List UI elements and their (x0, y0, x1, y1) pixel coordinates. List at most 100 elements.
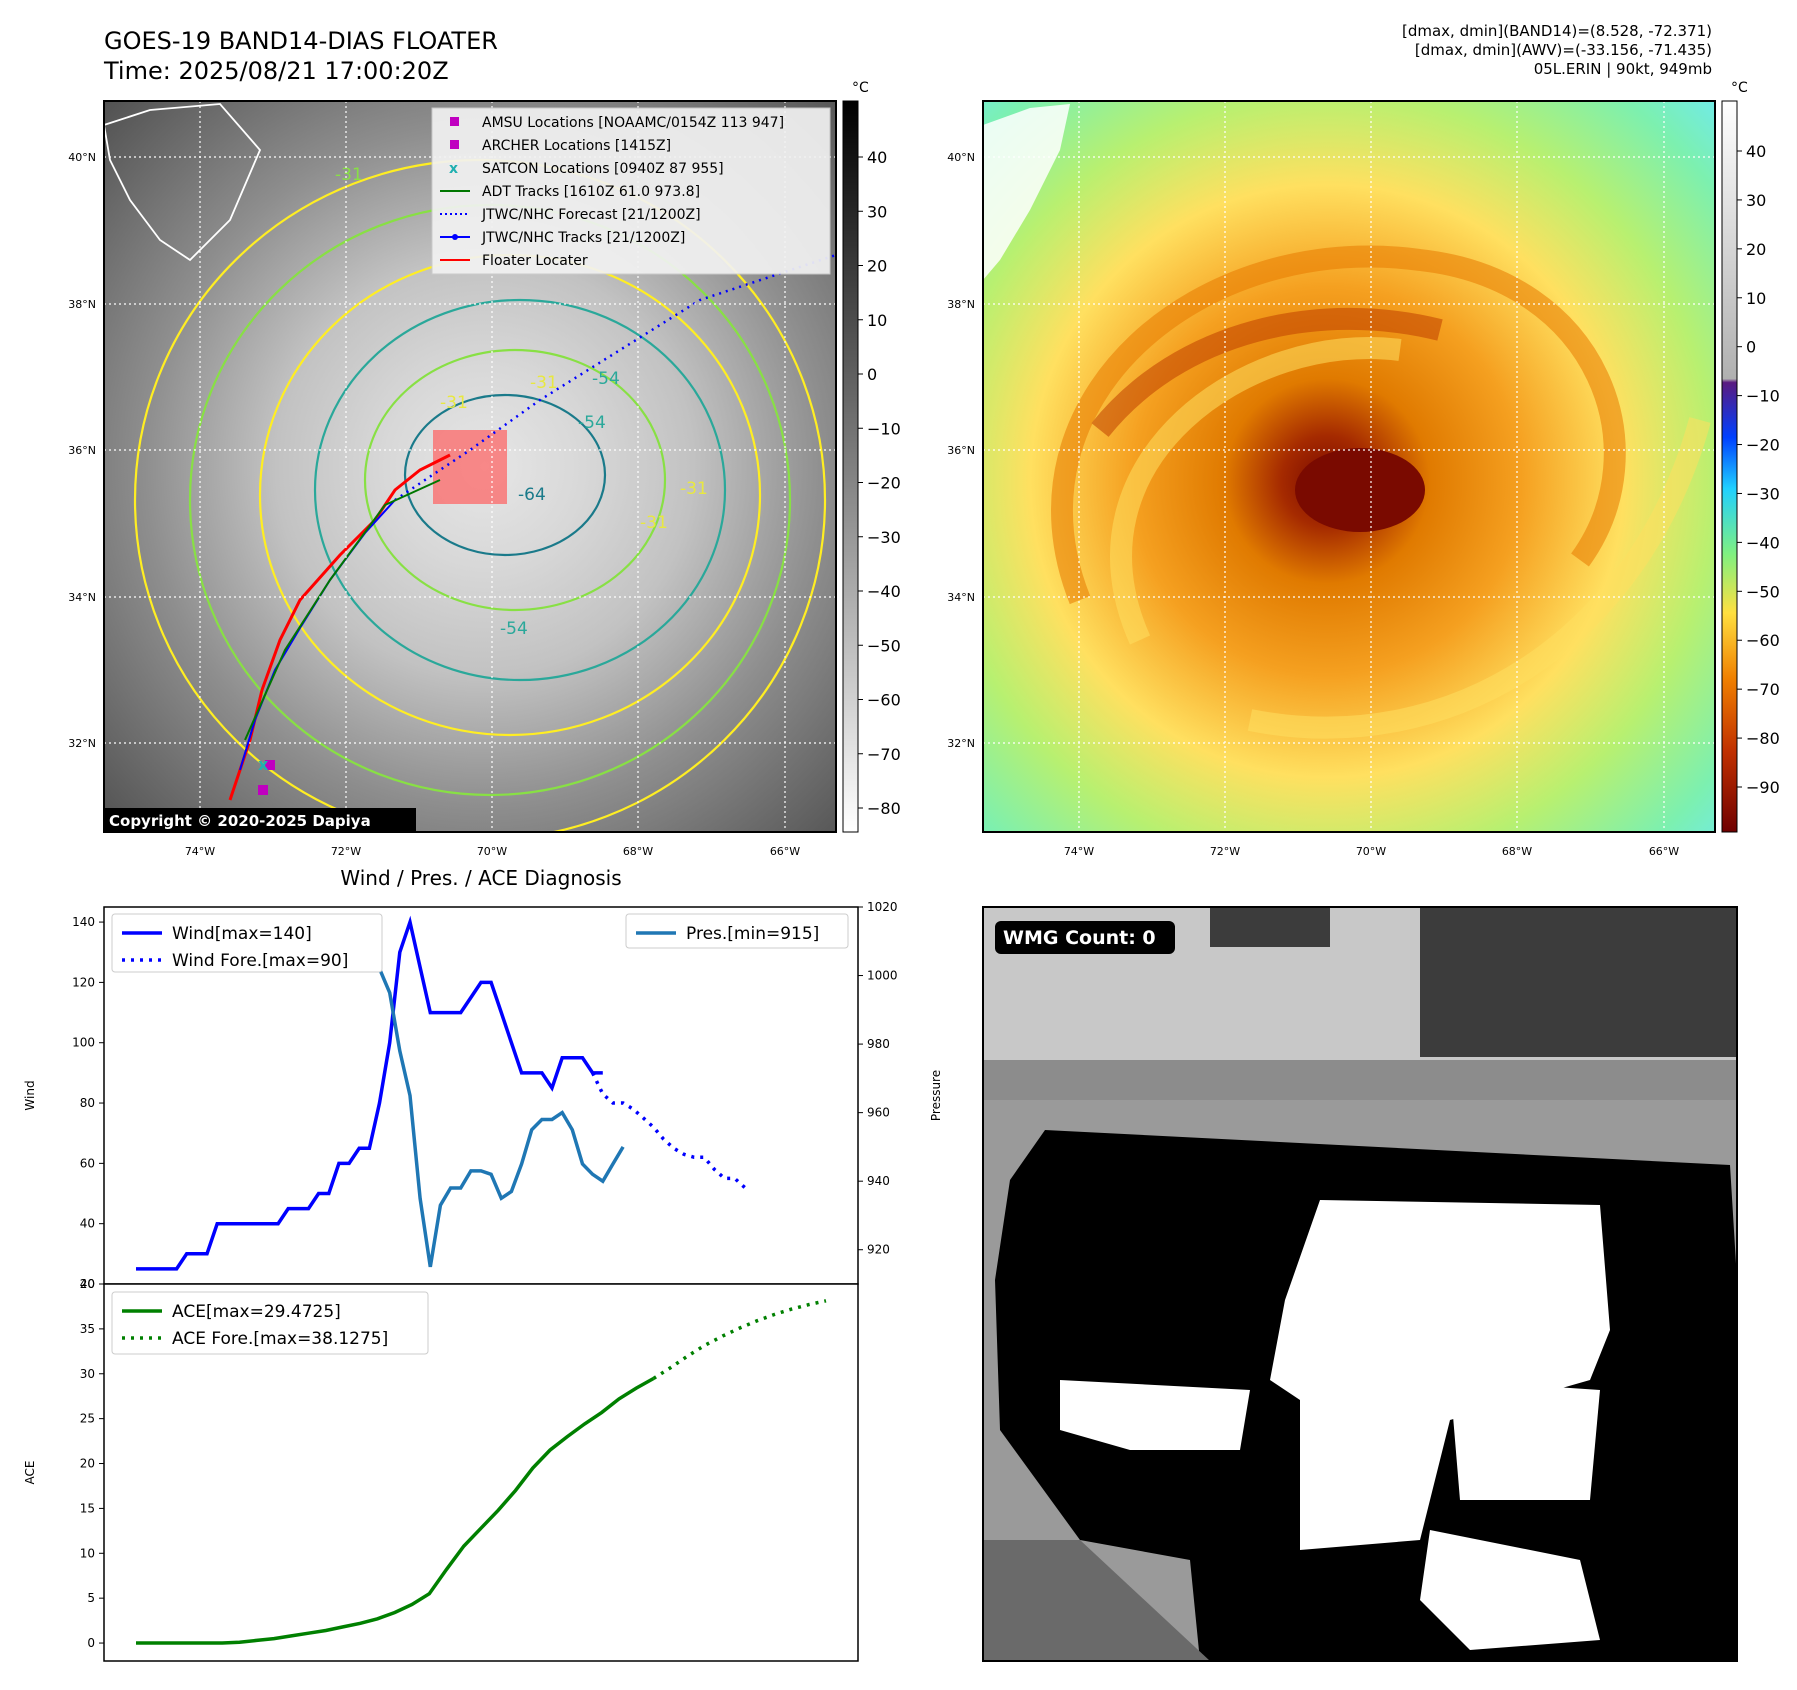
colorbar-tick-label: −70 (1746, 680, 1780, 699)
legend-entry: JTWC/NHC Tracks [21/1200Z] (481, 230, 685, 246)
wv-coastline (983, 104, 1070, 280)
diagnosis-title: Wind / Pres. / ACE Diagnosis (340, 866, 621, 890)
legend-entry: ARCHER Locations [1415Z] (482, 138, 671, 154)
y-axis-label: Wind (23, 1080, 37, 1110)
chart-legend-box (111, 913, 383, 973)
colorbar-tick-label: −10 (867, 419, 901, 438)
lat-tick-label: 40°N (68, 151, 96, 164)
lon-tick-label: 68°W (1502, 845, 1532, 858)
y-right-tick-label: 980 (867, 1037, 890, 1051)
stats-band14: [dmax, dmin](BAND14)=(8.528, -72.371) (1401, 22, 1712, 40)
colorbar-unit: °C (1731, 80, 1748, 96)
ace-chart: 0 5 10 15 20 25 30 35 40 ACE ACE[max=29.4725] ACE F… (23, 1277, 859, 1662)
wind-pressure-chart: 2040608010012014092094096098010001020Win… (23, 900, 943, 1291)
lon-tick-label: 66°W (770, 845, 800, 858)
chart-legend-box (111, 1291, 429, 1355)
lon-tick-label: 70°W (1356, 845, 1386, 858)
y-right-tick-label: 1000 (867, 969, 898, 983)
series-line (591, 1072, 746, 1189)
colorbar-tick-label: −20 (867, 474, 901, 493)
legend-marker (450, 117, 459, 126)
contour-teal-mid (313, 298, 727, 682)
lat-tick-label: 40°N (947, 151, 975, 164)
y-tick-label: 30 (80, 1367, 95, 1381)
colorbar-tick-label: −10 (1746, 387, 1780, 406)
lat-tick-label: 36°N (947, 444, 975, 457)
colorbar-tick-label: 0 (1746, 338, 1756, 357)
y-tick-label: 40 (80, 1217, 95, 1231)
colorbar-tick-label: 0 (867, 365, 877, 384)
contour-label: -64 (518, 485, 546, 505)
y-right-tick-label: 940 (867, 1174, 890, 1188)
lon-tick-label: 70°W (477, 845, 507, 858)
floater-box (433, 430, 507, 504)
contour-label: -54 (500, 619, 528, 639)
wmg-panel: WMG Count: 0 (982, 906, 1738, 1662)
contour-label: -54 (578, 413, 606, 433)
y-tick-label: 60 (80, 1156, 95, 1170)
y-axis-label: ACE (23, 1461, 37, 1485)
copyright: Copyright © 2020-2025 Dapiya (109, 812, 371, 830)
wv-eye-region (1295, 448, 1425, 532)
map-legend: AMSU Locations [NOAAMC/0154Z 113 947] ARC… (431, 107, 831, 275)
colorbar-tick-label: −20 (1746, 436, 1780, 455)
colorbar-tick-label: −40 (1746, 533, 1780, 552)
y-right-tick-label: 960 (867, 1106, 890, 1120)
y-tick-label: 100 (72, 1036, 95, 1050)
legend-entry: Floater Locater (482, 253, 588, 269)
y-tick-label: 40 (80, 1277, 95, 1291)
colorbar-tick-label: −60 (867, 691, 901, 710)
colorbar-tick-label: −30 (1746, 484, 1780, 503)
lon-tick-label: 72°W (1210, 845, 1240, 858)
lat-tick-label: 36°N (68, 444, 96, 457)
colorbar-tick-label: −80 (1746, 729, 1780, 748)
y-tick-label: 20 (80, 1457, 95, 1471)
y-tick-label: 25 (80, 1412, 95, 1426)
figure-title: GOES-19 BAND14-DIAS FLOATER (104, 27, 498, 55)
lon-tick-label: 74°W (1064, 845, 1094, 858)
contour-label: -31 (335, 165, 363, 185)
contour-label: -54 (592, 369, 620, 389)
y-tick-label: 5 (87, 1591, 95, 1605)
amsu-location (265, 760, 275, 770)
coastline (104, 103, 262, 262)
chart-legend-entry: ACE[max=29.4725] (172, 1302, 341, 1322)
chart-legend-entry: Pres.[min=915] (686, 924, 819, 944)
legend-marker: x (449, 161, 458, 177)
track-overlays: x (228, 253, 836, 801)
colorbar-tick-label: 20 (867, 257, 887, 276)
lat-tick-label: 38°N (947, 298, 975, 311)
y-tick-label: 0 (87, 1636, 95, 1650)
colorbar-tick-label: −80 (867, 799, 901, 818)
y-tick-label: 20 (80, 1277, 95, 1291)
colorbar-unit: °C (852, 80, 869, 96)
y-tick-label: 80 (80, 1096, 95, 1110)
y-right-tick-label: 1020 (867, 900, 898, 914)
legend-marker (450, 140, 459, 149)
colorbar-tick-label: −30 (867, 528, 901, 547)
colorbar-tick-label: −90 (1746, 778, 1780, 797)
chart-legend-entry: Wind Fore.[max=90] (172, 951, 348, 971)
colorbar-tick-label: 20 (1746, 240, 1766, 259)
colorbar-tick-label: 10 (1746, 289, 1766, 308)
contour-label: -31 (640, 513, 668, 533)
lat-tick-label: 32°N (947, 737, 975, 750)
chart-legend-entry: Wind[max=140] (172, 924, 312, 944)
series-line (652, 1299, 827, 1380)
lon-tick-label: 68°W (623, 845, 653, 858)
wmg-count-label: WMG Count: 0 (1003, 927, 1156, 949)
colorbar-tick-label: −50 (867, 636, 901, 655)
colorbar-tick-label: −50 (1746, 582, 1780, 601)
satcon-location: x (258, 755, 269, 774)
lat-tick-label: 34°N (947, 591, 975, 604)
series-line (136, 915, 603, 1271)
wv-gridlines (983, 101, 1715, 832)
colorbar-tick-label: −60 (1746, 631, 1780, 650)
lat-tick-label: 34°N (68, 591, 96, 604)
legend-entry: SATCON Locations [0940Z 87 955] (482, 161, 724, 177)
lon-tick-label: 72°W (331, 845, 361, 858)
colorbar-tick-label: 30 (1746, 191, 1766, 210)
contour-teal-inner (403, 393, 607, 557)
lat-tick-label: 32°N (68, 737, 96, 750)
y-tick-label: 140 (72, 915, 95, 929)
